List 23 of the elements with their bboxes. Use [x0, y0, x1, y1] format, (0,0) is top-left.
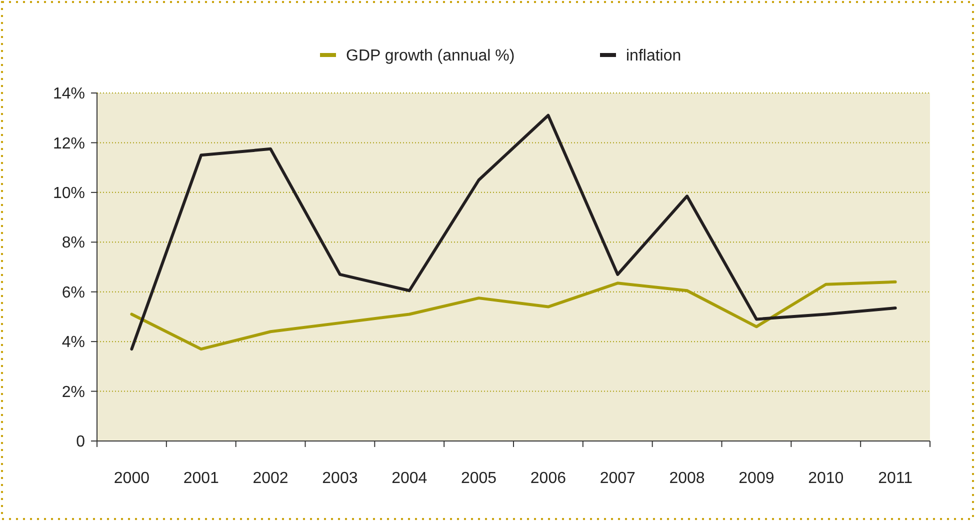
y-tick-label: 0 [76, 434, 86, 451]
x-tick-label: 2007 [600, 470, 636, 487]
y-tick-label: 2% [62, 384, 85, 401]
x-tick-label: 2006 [530, 470, 566, 487]
x-tick-label: 2009 [738, 470, 774, 487]
x-tick-label: 2011 [878, 470, 913, 487]
x-tick-label: 2004 [392, 470, 428, 487]
x-tick-label: 2002 [252, 470, 288, 487]
line-series [130, 114, 897, 351]
x-tick-label: 2003 [322, 470, 358, 487]
x-tick-label: 2001 [183, 470, 220, 487]
y-tick-label: 6% [62, 284, 85, 302]
y-tick-label: 8% [62, 234, 85, 252]
x-tick-label: 2000 [114, 470, 150, 487]
y-tick-label: 4% [62, 334, 85, 352]
legend-label: GDP growth (annual %) [346, 48, 515, 65]
y-tick-label: 12% [52, 135, 85, 152]
y-tick-label: 14% [52, 86, 85, 103]
y-tick-label: 10% [52, 185, 85, 202]
x-tick-label: 2010 [808, 470, 844, 487]
x-tick-label: 2008 [669, 470, 705, 487]
legend-label: inflation [626, 48, 682, 65]
x-tick-label: 2005 [460, 470, 497, 487]
